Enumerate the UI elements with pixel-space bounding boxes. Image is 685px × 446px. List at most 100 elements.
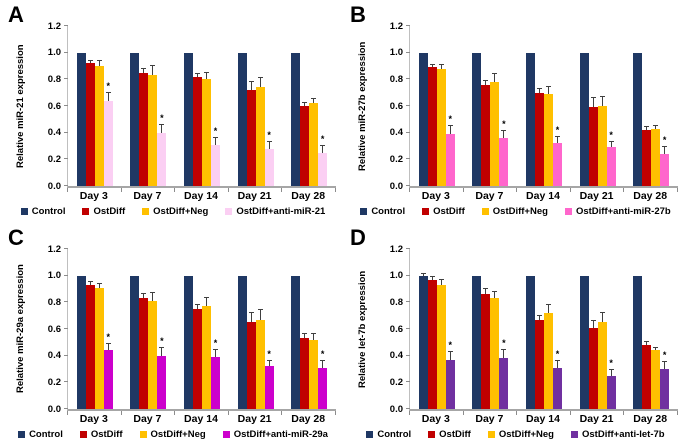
bar-group: *: [464, 26, 518, 186]
y-tick-mark: [64, 274, 68, 276]
bar: [85, 285, 95, 409]
plot-area: 0.0 0.2 0.4 0.6 0.8 1.0 1.2 * * * * *: [390, 244, 678, 415]
bar-slot: [472, 249, 482, 409]
bar-group: *: [571, 26, 625, 186]
significance-asterisk: *: [448, 339, 453, 350]
error-bar: [268, 142, 270, 149]
error-bar: [538, 88, 540, 93]
x-tick-label: Day 7: [475, 190, 504, 202]
legend-item: OstDiff+anti-miR-21: [225, 206, 325, 217]
bar-slot: *: [264, 249, 274, 409]
y-tick-label: 0.4: [47, 126, 61, 138]
x-tick-mark: [409, 188, 410, 192]
legend-swatch: [79, 431, 87, 438]
significance-asterisk: *: [213, 126, 218, 136]
y-tick-mark: [406, 328, 410, 329]
y-tick-label: 0.4: [389, 349, 403, 361]
bar: [148, 75, 158, 186]
error-bar-cap: [653, 346, 659, 348]
bar: [103, 350, 113, 409]
bar: [436, 68, 446, 186]
bar-slot: [183, 26, 193, 186]
bar: [481, 294, 491, 409]
error-bar-cap: [536, 314, 542, 316]
x-tick-label: Day 3: [79, 413, 108, 425]
error-bar: [655, 347, 657, 351]
y-tick-mark: [64, 185, 68, 186]
bar-slot: *: [103, 26, 113, 186]
error-bar: [646, 127, 648, 130]
legend-swatch: [564, 208, 572, 215]
bar: [246, 322, 256, 409]
error-bar: [485, 289, 487, 295]
error-bar-cap: [536, 87, 542, 89]
x-tick-label: Day 7: [133, 413, 162, 425]
bar: [291, 275, 301, 409]
x-tick-mark: [569, 411, 571, 415]
error-bar-cap: [257, 77, 263, 78]
error-bar: [304, 103, 306, 106]
error-bar: [610, 370, 612, 376]
bar-group: *: [175, 26, 229, 186]
bar-slot: [579, 249, 589, 409]
bar: [210, 357, 220, 409]
bar-slot: [85, 26, 95, 186]
bar: [490, 298, 500, 409]
x-tick-mark: [623, 411, 625, 415]
bar-slot: *: [606, 26, 616, 186]
y-tick-label: 0.2: [47, 153, 61, 165]
bar: [606, 375, 616, 409]
bar: [579, 275, 589, 409]
bar-slot: *: [157, 26, 167, 186]
panel-letter-d: D: [350, 225, 366, 250]
error-bar-cap: [447, 125, 453, 126]
bar: [552, 143, 562, 186]
legend-label: OstDiff+anti-miR-29a: [233, 429, 328, 440]
error-bar: [214, 350, 216, 357]
y-tick-label: 0.0: [47, 180, 61, 192]
legend-item: OstDiff: [79, 429, 123, 440]
error-bar-cap: [203, 71, 209, 73]
bar: [651, 128, 661, 186]
error-bar: [107, 92, 109, 101]
bar: [642, 130, 652, 186]
y-tick-label: 1.0: [389, 269, 403, 281]
error-bar-cap: [203, 297, 209, 299]
error-bar-cap: [545, 86, 551, 88]
error-bar-cap: [599, 312, 605, 313]
error-bar: [503, 350, 505, 359]
bar-slot: [76, 26, 86, 186]
y-tick-label: 0.0: [47, 403, 61, 415]
error-bar: [556, 361, 558, 368]
x-tick-mark: [462, 411, 464, 415]
y-tick-mark: [64, 301, 68, 303]
significance-asterisk: *: [267, 130, 271, 140]
legend-swatch: [422, 208, 430, 215]
bar-slot: [94, 249, 104, 409]
bar-slot: *: [318, 249, 328, 409]
bar-slot: [534, 249, 544, 409]
bar: [201, 306, 211, 409]
x-tick-mark: [516, 411, 518, 415]
bar: [183, 275, 193, 409]
legend-swatch: [139, 431, 147, 438]
y-tick-mark: [64, 158, 68, 160]
error-bar-cap: [87, 59, 93, 61]
bar-slot: [490, 26, 500, 186]
error-bar-cap: [662, 146, 668, 148]
y-tick-label: 1.2: [47, 243, 61, 255]
bar: [192, 76, 202, 186]
x-tick-mark: [120, 188, 122, 192]
bar: [436, 285, 446, 409]
error-bar-cap: [653, 125, 659, 126]
x-tick-mark: [335, 188, 336, 192]
bar-slot: [418, 249, 428, 409]
significance-asterisk: *: [106, 331, 111, 342]
bar-slot: [309, 249, 319, 409]
y-tick-label: 0.2: [389, 376, 403, 388]
error-bar: [152, 293, 154, 301]
bar-slot: [597, 26, 607, 186]
bar: [139, 298, 149, 409]
x-tick-mark: [281, 188, 283, 192]
bar: [255, 87, 265, 186]
